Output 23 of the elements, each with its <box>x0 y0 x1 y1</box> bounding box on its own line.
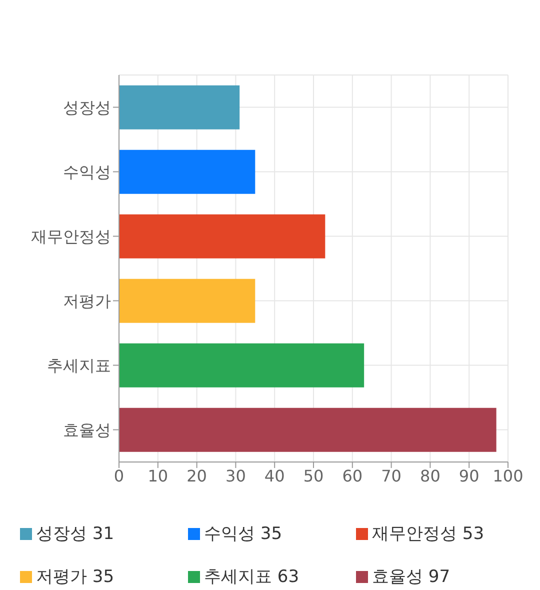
legend-label: 효율성 97 <box>372 567 450 587</box>
x-tick-label: 20 <box>186 466 207 486</box>
legend-label: 수익성 35 <box>204 524 282 544</box>
legend-label: 저평가 35 <box>36 567 114 587</box>
y-tick-label: 수익성 <box>63 162 111 182</box>
y-tick-label: 추세지표 <box>47 356 111 375</box>
y-tick-label: 성장성 <box>63 98 111 117</box>
x-tick-label: 100 <box>492 466 524 486</box>
x-tick-label: 30 <box>226 466 246 486</box>
x-tick-label: 60 <box>342 466 363 486</box>
x-tick-label: 50 <box>303 466 324 486</box>
x-tick-label: 70 <box>381 466 402 486</box>
x-tick-label: 0 <box>114 466 124 486</box>
legend-label: 재무안정성 53 <box>372 524 484 544</box>
y-tick-label: 재무안정성 <box>31 226 111 246</box>
x-tick-label: 10 <box>148 466 168 486</box>
y-tick-label: 효율성 <box>63 420 111 440</box>
y-tick-label: 저평가 <box>63 291 111 310</box>
x-tick-label: 40 <box>264 466 285 486</box>
legend-label: 추세지표 63 <box>204 567 300 587</box>
x-tick-label: 80 <box>420 466 440 486</box>
x-tick-label: 90 <box>458 466 480 486</box>
legend-label: 성장성 31 <box>36 524 114 544</box>
